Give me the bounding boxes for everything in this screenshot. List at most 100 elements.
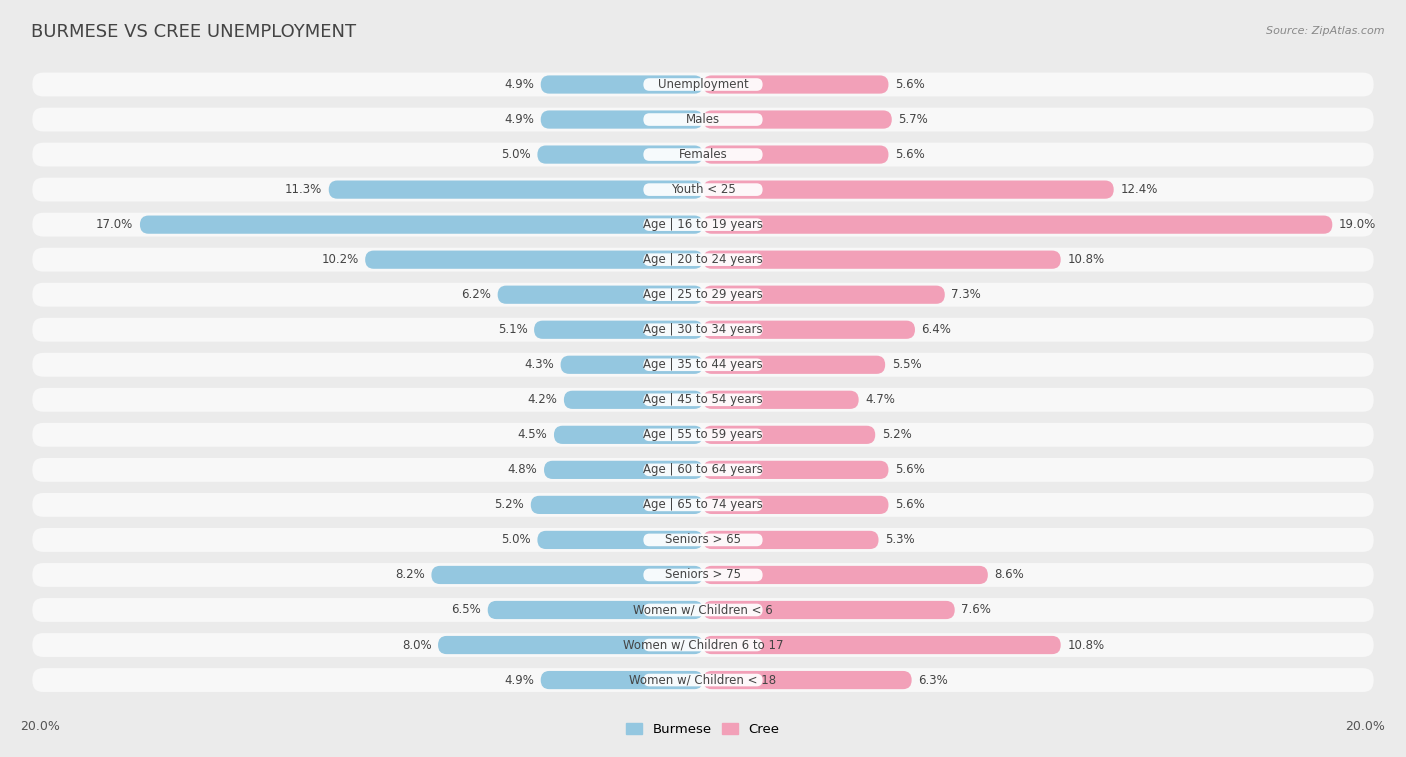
Text: 5.6%: 5.6% [896,148,925,161]
Text: 10.8%: 10.8% [1067,253,1105,266]
Text: Age | 55 to 59 years: Age | 55 to 59 years [643,428,763,441]
FancyBboxPatch shape [544,461,703,479]
Text: Youth < 25: Youth < 25 [671,183,735,196]
Text: 4.8%: 4.8% [508,463,537,476]
Text: 6.2%: 6.2% [461,288,491,301]
Text: Age | 16 to 19 years: Age | 16 to 19 years [643,218,763,231]
FancyBboxPatch shape [31,386,1375,413]
FancyBboxPatch shape [703,461,889,479]
FancyBboxPatch shape [703,601,955,619]
Text: 17.0%: 17.0% [96,218,134,231]
FancyBboxPatch shape [644,359,762,371]
Text: 19.0%: 19.0% [1339,218,1376,231]
FancyBboxPatch shape [31,71,1375,98]
FancyBboxPatch shape [644,534,762,547]
FancyBboxPatch shape [644,603,762,616]
FancyBboxPatch shape [703,671,911,689]
FancyBboxPatch shape [644,674,762,687]
FancyBboxPatch shape [432,565,703,584]
FancyBboxPatch shape [554,425,703,444]
FancyBboxPatch shape [644,463,762,476]
FancyBboxPatch shape [541,76,703,94]
FancyBboxPatch shape [534,321,703,339]
FancyBboxPatch shape [31,421,1375,448]
Text: Women w/ Children < 18: Women w/ Children < 18 [630,674,776,687]
FancyBboxPatch shape [644,78,762,91]
Text: 8.0%: 8.0% [402,638,432,652]
Text: Age | 60 to 64 years: Age | 60 to 64 years [643,463,763,476]
Text: 5.7%: 5.7% [898,113,928,126]
FancyBboxPatch shape [141,216,703,234]
FancyBboxPatch shape [644,499,762,511]
FancyBboxPatch shape [537,531,703,549]
Text: 10.2%: 10.2% [322,253,359,266]
Text: Age | 25 to 29 years: Age | 25 to 29 years [643,288,763,301]
Text: Age | 65 to 74 years: Age | 65 to 74 years [643,498,763,512]
Text: 7.6%: 7.6% [962,603,991,616]
FancyBboxPatch shape [644,254,762,266]
FancyBboxPatch shape [703,356,886,374]
FancyBboxPatch shape [644,639,762,651]
Text: Seniors > 75: Seniors > 75 [665,569,741,581]
Text: Women w/ Children < 6: Women w/ Children < 6 [633,603,773,616]
Text: 4.2%: 4.2% [527,394,557,407]
Text: 5.6%: 5.6% [896,78,925,91]
FancyBboxPatch shape [703,285,945,304]
FancyBboxPatch shape [439,636,703,654]
FancyBboxPatch shape [31,106,1375,133]
FancyBboxPatch shape [644,323,762,336]
FancyBboxPatch shape [703,251,1060,269]
FancyBboxPatch shape [644,394,762,406]
FancyBboxPatch shape [703,321,915,339]
FancyBboxPatch shape [703,425,875,444]
FancyBboxPatch shape [31,631,1375,659]
Text: Age | 35 to 44 years: Age | 35 to 44 years [643,358,763,371]
Text: BURMESE VS CREE UNEMPLOYMENT: BURMESE VS CREE UNEMPLOYMENT [31,23,356,41]
FancyBboxPatch shape [31,176,1375,204]
FancyBboxPatch shape [31,526,1375,553]
FancyBboxPatch shape [31,211,1375,238]
FancyBboxPatch shape [541,671,703,689]
Text: 8.2%: 8.2% [395,569,425,581]
Text: Age | 20 to 24 years: Age | 20 to 24 years [643,253,763,266]
Text: 5.2%: 5.2% [495,498,524,512]
Text: 8.6%: 8.6% [994,569,1024,581]
Text: 6.4%: 6.4% [921,323,952,336]
FancyBboxPatch shape [703,496,889,514]
Text: 10.8%: 10.8% [1067,638,1105,652]
Legend: Burmese, Cree: Burmese, Cree [621,718,785,741]
Text: 4.9%: 4.9% [505,674,534,687]
FancyBboxPatch shape [644,428,762,441]
FancyBboxPatch shape [329,180,703,199]
FancyBboxPatch shape [703,111,891,129]
FancyBboxPatch shape [498,285,703,304]
FancyBboxPatch shape [644,218,762,231]
Text: 4.3%: 4.3% [524,358,554,371]
FancyBboxPatch shape [488,601,703,619]
Text: Source: ZipAtlas.com: Source: ZipAtlas.com [1267,26,1385,36]
FancyBboxPatch shape [31,246,1375,273]
Text: 5.0%: 5.0% [501,534,531,547]
FancyBboxPatch shape [31,491,1375,519]
Text: Age | 45 to 54 years: Age | 45 to 54 years [643,394,763,407]
FancyBboxPatch shape [31,316,1375,344]
FancyBboxPatch shape [31,351,1375,378]
FancyBboxPatch shape [31,561,1375,589]
FancyBboxPatch shape [31,666,1375,693]
Text: 6.5%: 6.5% [451,603,481,616]
Text: 12.4%: 12.4% [1121,183,1157,196]
FancyBboxPatch shape [31,597,1375,624]
FancyBboxPatch shape [644,114,762,126]
FancyBboxPatch shape [31,141,1375,168]
FancyBboxPatch shape [541,111,703,129]
FancyBboxPatch shape [703,636,1060,654]
Text: Seniors > 65: Seniors > 65 [665,534,741,547]
FancyBboxPatch shape [531,496,703,514]
Text: Women w/ Children 6 to 17: Women w/ Children 6 to 17 [623,638,783,652]
FancyBboxPatch shape [644,183,762,196]
FancyBboxPatch shape [644,148,762,161]
FancyBboxPatch shape [564,391,703,409]
Text: 5.1%: 5.1% [498,323,527,336]
Text: Unemployment: Unemployment [658,78,748,91]
Text: 5.6%: 5.6% [896,498,925,512]
